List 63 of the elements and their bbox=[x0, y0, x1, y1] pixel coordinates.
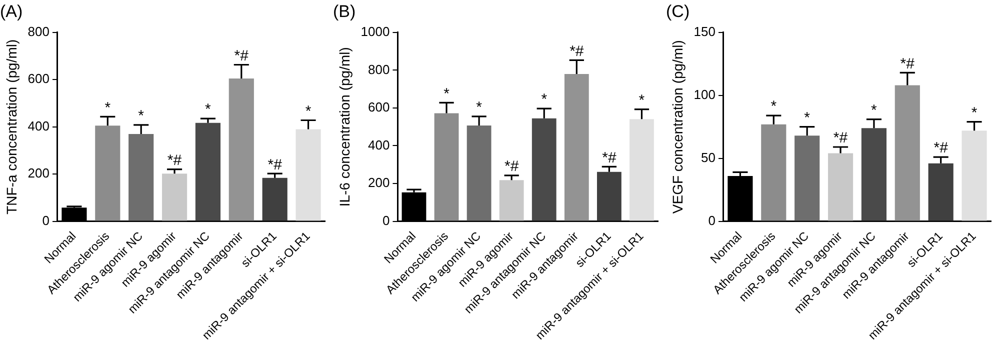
annotation: *# bbox=[167, 152, 182, 169]
bar bbox=[195, 122, 221, 221]
annotation: * bbox=[205, 101, 212, 118]
annotation: * bbox=[871, 102, 878, 119]
annotation: * bbox=[305, 102, 312, 120]
annotation: *# bbox=[268, 156, 283, 174]
bar bbox=[466, 126, 492, 221]
bar bbox=[828, 153, 854, 221]
annotation: * bbox=[104, 99, 111, 116]
y-axis-title: TNF-a concentration (pg/ml) bbox=[3, 39, 20, 214]
bar bbox=[794, 136, 820, 221]
annotation: *# bbox=[504, 158, 520, 176]
y-tick-label: 0 bbox=[382, 212, 390, 228]
chart-title: (C) bbox=[666, 2, 690, 21]
annotation: *# bbox=[602, 149, 617, 166]
annotation: * bbox=[476, 99, 482, 116]
bar bbox=[962, 130, 987, 221]
annotation: * bbox=[138, 108, 144, 125]
annotation: *# bbox=[234, 47, 250, 64]
annotation: *# bbox=[900, 55, 916, 72]
bar bbox=[499, 180, 524, 221]
bar bbox=[434, 113, 459, 221]
y-tick-label: 800 bbox=[28, 24, 50, 39]
annotation: * bbox=[804, 109, 810, 126]
annotation: * bbox=[444, 85, 450, 102]
bar bbox=[95, 126, 120, 221]
annotation: *# bbox=[833, 130, 848, 147]
bar bbox=[262, 178, 288, 221]
bar bbox=[630, 119, 654, 221]
bar bbox=[296, 129, 321, 221]
bar bbox=[228, 78, 254, 221]
y-tick-label: 100 bbox=[694, 86, 716, 102]
bar bbox=[928, 163, 954, 221]
y-tick-label: 400 bbox=[28, 118, 50, 134]
y-tick-label: 1000 bbox=[360, 24, 390, 39]
y-tick-label: 800 bbox=[368, 62, 390, 77]
bar bbox=[128, 134, 154, 221]
y-axis-title: VEGF concentration (pg/ml) bbox=[669, 40, 686, 214]
y-tick-label: 0 bbox=[42, 212, 50, 228]
annotation: * bbox=[971, 104, 978, 122]
bar bbox=[861, 128, 887, 221]
y-tick-label: 200 bbox=[368, 175, 390, 190]
bar bbox=[894, 85, 920, 221]
annotation: * bbox=[638, 92, 645, 109]
bar bbox=[162, 174, 188, 221]
bar bbox=[761, 124, 786, 221]
y-axis-title: IL-6 concentration (pg/ml) bbox=[336, 47, 352, 207]
chart-title: (A) bbox=[0, 2, 23, 21]
y-tick-label: 0 bbox=[708, 212, 716, 228]
y-tick-label: 200 bbox=[28, 166, 50, 181]
y-tick-label: 400 bbox=[368, 137, 390, 152]
bar bbox=[532, 118, 556, 221]
bar bbox=[596, 172, 622, 221]
y-tick-label: 600 bbox=[368, 100, 390, 115]
annotation: *# bbox=[570, 42, 584, 60]
chart-title: (B) bbox=[333, 2, 356, 21]
annotation: * bbox=[770, 98, 777, 116]
y-tick-label: 50 bbox=[701, 150, 716, 165]
annotation: *# bbox=[934, 140, 949, 157]
annotation: * bbox=[541, 91, 548, 108]
y-tick-label: 150 bbox=[694, 24, 716, 39]
bar bbox=[564, 74, 589, 221]
y-tick-label: 600 bbox=[28, 71, 50, 86]
